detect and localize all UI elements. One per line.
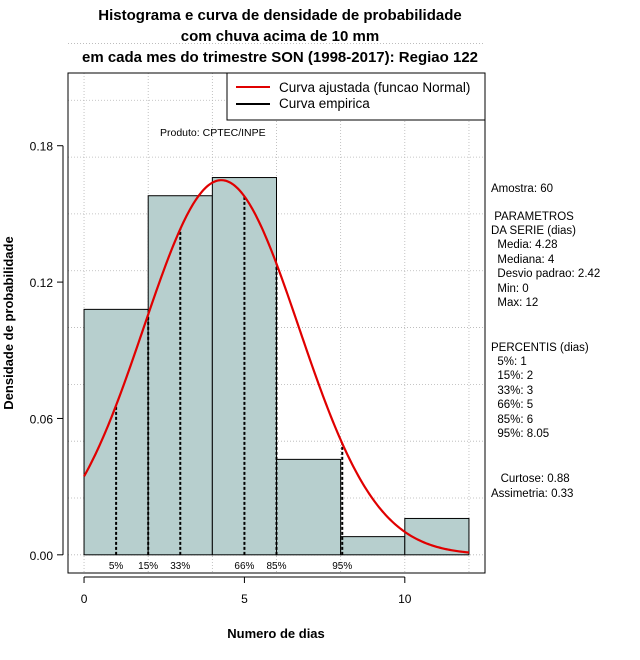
chart-title-line-3: em cada mes do trimestre SON (1998-2017)… (81, 49, 478, 66)
param-max: Max: 12 (491, 297, 539, 309)
histogram-bar-4 (276, 458, 342, 556)
params-header-1: PARAMETROS (491, 211, 574, 223)
percentile-label-2: 15% (138, 561, 158, 572)
percentile-66: 66%: 5 (491, 399, 534, 411)
kurtosis: Curtose: 0.88 (491, 473, 570, 485)
y-tick-label-0: 0.00 (30, 549, 54, 563)
chart-title-line-1: Histograma e curva de densidade de proba… (98, 7, 462, 24)
percentile-33: 33%: 3 (491, 385, 534, 397)
percentile-label-1: 5% (109, 561, 124, 572)
percentile-5: 5%: 1 (491, 356, 527, 368)
legend-fitted-label: Curva ajustada (funcao Normal) (279, 80, 470, 95)
histogram-bar-5 (340, 536, 406, 556)
product-label: Produto: CPTEC/INPE (160, 127, 266, 139)
percentile-85: 85%: 6 (491, 414, 534, 426)
percentile-lines (115, 196, 344, 555)
x-axis: 0 5 10 (81, 576, 412, 606)
param-stddev: Desvio padrao: 2.42 (491, 268, 601, 280)
percentile-label-3: 33% (170, 561, 190, 572)
x-tick-label-0: 0 (81, 592, 88, 606)
legend: Curva ajustada (funcao Normal) Curva emp… (226, 72, 486, 121)
y-tick-label-3: 0.18 (30, 140, 54, 154)
y-tick-label-1: 0.06 (30, 412, 54, 426)
param-min: Min: 0 (491, 283, 529, 295)
percentile-label-6: 95% (332, 561, 352, 572)
percentile-label-5: 85% (266, 561, 286, 572)
y-axis: 0.00 0.06 0.12 0.18 (30, 140, 64, 563)
y-tick-label-2: 0.12 (30, 276, 54, 290)
param-median: Mediana: 4 (491, 254, 555, 266)
sample-size: Amostra: 60 (491, 183, 553, 195)
percentile-95: 95%: 8.05 (491, 428, 550, 440)
params-header-2: DA SERIE (dias) (491, 225, 576, 237)
legend-box (226, 72, 486, 121)
fitted-normal-curve (83, 179, 470, 554)
y-axis-label: Densidade de probabilidade (1, 236, 16, 409)
percentile-label-4: 66% (234, 561, 254, 572)
param-mean: Media: 4.28 (491, 239, 558, 251)
histogram-bar-6 (404, 517, 470, 556)
percentiles-header: PERCENTIS (dias) (491, 342, 589, 354)
percentile-labels: 5% 15% 33% 66% 85% 95% (109, 561, 352, 572)
histogram-bar-2 (147, 195, 213, 556)
x-tick-label-10: 10 (398, 592, 412, 606)
percentile-15: 15%: 2 (491, 370, 534, 382)
legend-empirical-label: Curva empirica (279, 96, 370, 111)
chart-title-line-2: com chuva acima de 10 mm (180, 28, 380, 45)
x-tick-label-5: 5 (241, 592, 248, 606)
x-axis-label: Numero de dias (227, 626, 325, 641)
skewness: Assimetria: 0.33 (491, 488, 574, 500)
